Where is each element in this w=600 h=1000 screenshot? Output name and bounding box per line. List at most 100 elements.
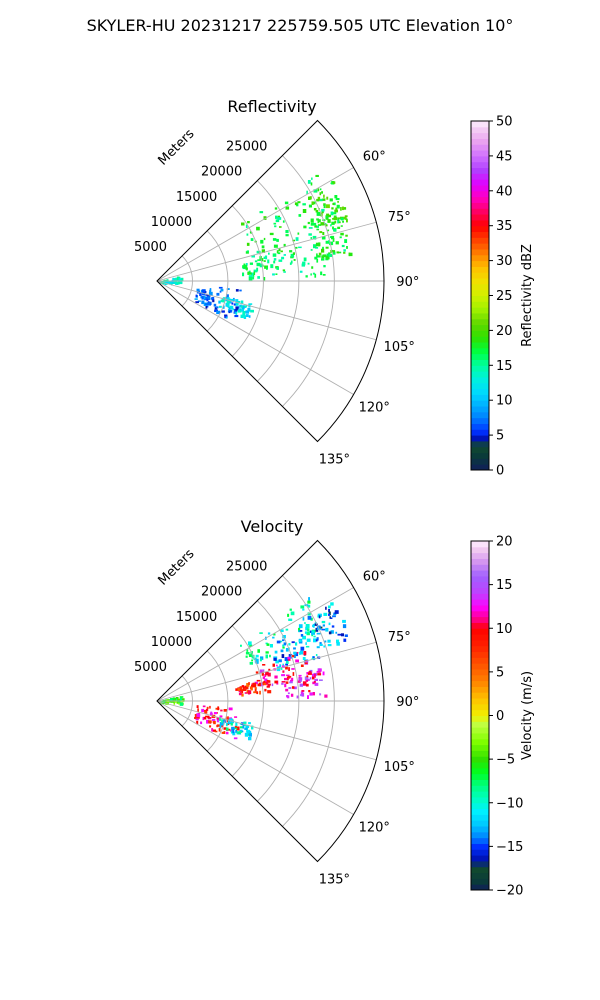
echo-gate xyxy=(296,695,299,699)
echo-gate xyxy=(247,221,250,224)
echo-gate xyxy=(233,311,237,314)
echo-gate xyxy=(248,682,250,686)
echo-gate xyxy=(315,242,320,247)
echo-gate xyxy=(223,727,227,730)
echo-gate xyxy=(173,280,177,283)
colorbar-segment xyxy=(471,347,489,355)
colorbar-segment xyxy=(471,558,489,565)
echo-gate xyxy=(274,225,277,228)
echo-gate xyxy=(306,638,311,642)
echo-gate xyxy=(256,691,259,695)
echo-gate xyxy=(309,692,313,696)
echo-gate xyxy=(265,651,269,654)
echo-gate xyxy=(346,219,348,223)
echo-gate xyxy=(312,681,316,685)
echo-gate xyxy=(298,674,302,677)
echo-gate xyxy=(325,627,329,632)
echo-gate xyxy=(243,687,247,691)
echo-gate xyxy=(280,649,284,653)
echo-gate xyxy=(307,180,311,184)
echo-gate xyxy=(272,636,275,639)
echo-gate xyxy=(307,604,311,608)
echo-gate xyxy=(316,225,319,228)
echo-gate xyxy=(201,295,206,300)
echo-gate xyxy=(229,305,232,309)
echo-gate xyxy=(196,713,201,718)
colorbar-segment xyxy=(471,796,489,804)
colorbar-segment xyxy=(471,750,489,757)
azimuth-tick-label: 105° xyxy=(384,340,415,355)
echo-gate xyxy=(321,191,323,194)
echo-gate xyxy=(334,195,338,199)
echo-gate xyxy=(330,182,333,185)
azimuth-tick-label: 135° xyxy=(319,872,350,887)
echo-gate xyxy=(257,649,260,653)
echo-gate xyxy=(313,635,316,638)
range-tick-label: 20000 xyxy=(201,585,242,600)
echo-gate xyxy=(305,645,310,648)
echo-gate xyxy=(245,725,250,729)
azimuth-tick-label: 135° xyxy=(319,452,350,467)
echo-gate xyxy=(259,263,263,268)
colorbar-tick-label: 15 xyxy=(496,578,513,593)
echo-gate xyxy=(300,664,304,667)
echo-gate xyxy=(325,240,329,244)
echo-gate xyxy=(333,613,337,616)
echo-gate xyxy=(225,316,228,319)
azimuth-tick-label: 90° xyxy=(396,695,419,710)
echo-gate xyxy=(207,302,211,306)
colorbar-segment xyxy=(471,429,489,436)
echo-gate xyxy=(323,612,328,616)
echo-gate xyxy=(342,619,346,623)
echo-gate xyxy=(336,204,340,209)
echo-gate xyxy=(246,731,249,735)
echo-gate xyxy=(316,632,321,635)
echo-gate xyxy=(307,612,311,616)
echo-gate xyxy=(322,223,325,226)
echo-gate xyxy=(238,689,242,693)
echo-layer xyxy=(157,174,353,319)
echo-gate xyxy=(205,715,209,718)
azimuth-tick-label: 90° xyxy=(396,275,419,290)
echo-gate xyxy=(163,280,166,285)
echo-gate xyxy=(330,630,334,634)
colorbar: 0 5 10 15 20 25 30 35 40 45 50 Reflectivity dBZ xyxy=(470,115,535,479)
echo-gate xyxy=(239,731,243,733)
echo-gate xyxy=(275,660,279,664)
echo-gate xyxy=(202,716,204,721)
echo-gate xyxy=(271,683,274,687)
echo-gate xyxy=(332,251,336,255)
colorbar-segment xyxy=(471,668,489,676)
colorbar-segment xyxy=(471,237,489,244)
echo-gate xyxy=(248,315,251,318)
range-tick-label: 15000 xyxy=(176,190,217,205)
echo-gate xyxy=(299,630,303,632)
echo-gate xyxy=(221,731,224,734)
echo-gate xyxy=(253,691,257,694)
echo-gate xyxy=(314,256,318,260)
echo-gate xyxy=(308,233,312,236)
echo-gate xyxy=(329,617,333,619)
polar-panel-velocity: 5000 10000 15000 20000 25000 60° 75° 90° 105° 120… xyxy=(134,517,535,899)
echo-gate xyxy=(202,705,206,708)
polar-panel-reflectivity: 5000 10000 15000 20000 25000 60° 75° 90° 105° 120… xyxy=(134,97,535,479)
echo-gate xyxy=(252,684,256,688)
echo-gate xyxy=(243,306,247,308)
echo-gate xyxy=(326,196,329,200)
echo-gate xyxy=(219,715,223,718)
echo-gate xyxy=(266,266,268,270)
echo-gate xyxy=(313,244,317,249)
echo-gate xyxy=(325,217,329,220)
colorbar-segment xyxy=(471,394,489,401)
echo-gate xyxy=(308,227,313,229)
echo-gate xyxy=(273,258,277,261)
echo-gate xyxy=(344,215,348,218)
colorbar-segment xyxy=(471,440,489,448)
echo-gate xyxy=(234,725,237,729)
echo-gate xyxy=(312,222,317,226)
echo-gate xyxy=(242,272,245,277)
echo-gate xyxy=(196,716,200,719)
colorbar-segment xyxy=(471,295,489,302)
echo-gate xyxy=(213,303,217,307)
